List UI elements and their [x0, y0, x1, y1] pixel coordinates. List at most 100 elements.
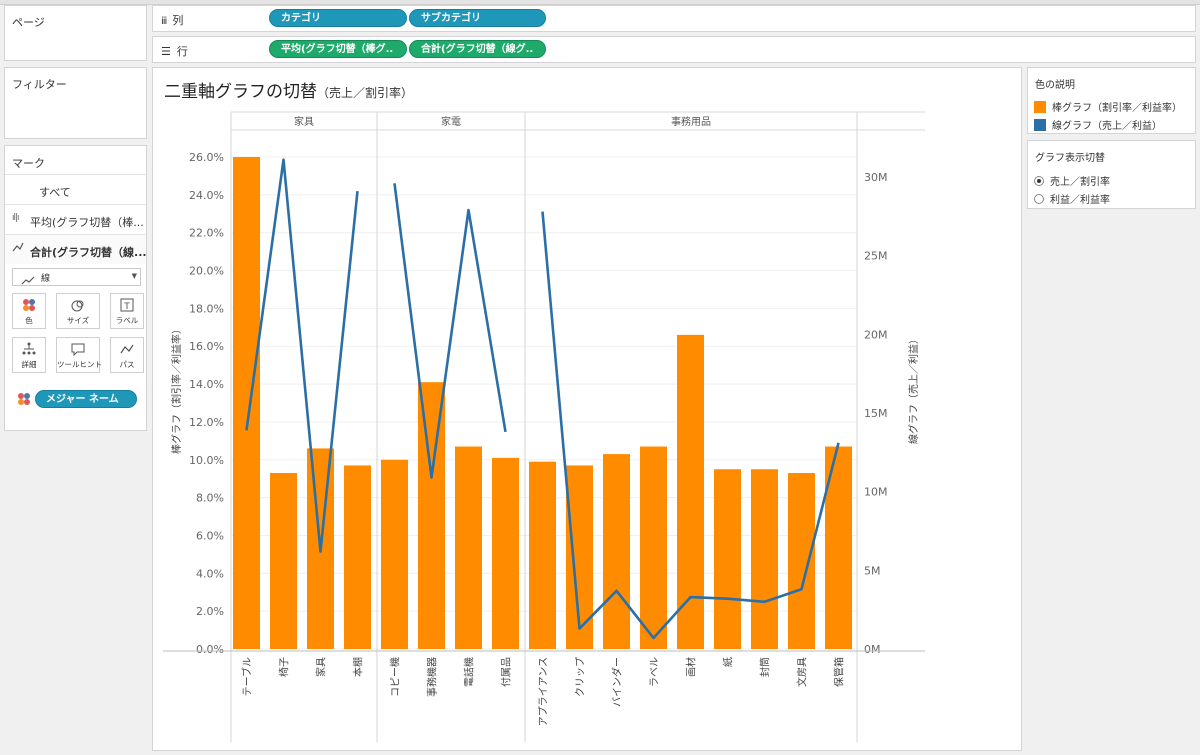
x-tick-label: コピー機: [389, 657, 402, 697]
bar-13: [677, 334, 704, 649]
bar-swatch: [1034, 101, 1046, 113]
x-tick-label: 椅子: [278, 657, 291, 677]
x-tick-label: クリップ: [575, 657, 587, 697]
radio-selected-icon: [1034, 176, 1044, 186]
marks-all-label: すべて: [39, 186, 71, 199]
y2-tick-label: 5M: [864, 564, 881, 577]
radio-sales-discount[interactable]: 売上／割引率: [1034, 173, 1110, 188]
x-tick-label: 付属品: [500, 657, 513, 687]
color-button[interactable]: 色: [12, 293, 46, 329]
text-label-icon: T: [111, 298, 143, 315]
bar-15: [751, 469, 778, 649]
filters-title: フィルター: [12, 78, 67, 91]
x-tick-label: 家具: [315, 657, 328, 677]
marks-title: マーク: [12, 157, 45, 170]
bar-2: [270, 473, 297, 649]
marks-bar-layer-tab[interactable]: ıl|ı 平均(グラフ切替（棒...: [5, 204, 146, 234]
bar-9: [529, 461, 556, 649]
group-header: 家具: [294, 115, 314, 128]
tooltip-bubble-icon: [57, 342, 99, 359]
line-swatch: [1034, 119, 1046, 131]
svg-text:T: T: [123, 302, 130, 312]
x-tick-label: テーブル: [241, 657, 254, 696]
size-circles-icon: [57, 298, 99, 315]
x-tick-label: アプライアンス: [538, 657, 550, 726]
mark-type-dropdown[interactable]: 線 ▼: [12, 268, 141, 286]
marks-bar-layer-label: 平均(グラフ切替（棒...: [30, 216, 144, 229]
y-tick-label: 14.0%: [189, 378, 224, 391]
line-segment-2: [393, 183, 507, 479]
y-tick-label: 6.0%: [196, 529, 224, 542]
y2-tick-label: 25M: [864, 250, 888, 263]
chart-view: 二重軸グラフの切替（売上／割引率） 0.0% 2.0% 4.0% 6.0% 8.0% 10…: [152, 67, 1022, 751]
columns-shelf-label: iii 列: [161, 14, 184, 27]
dual-axis-chart: 二重軸グラフの切替（売上／割引率） 0.0% 2.0% 4.0% 6.0% 8.0% 10…: [163, 82, 925, 742]
y2-tick-label: 15M: [864, 407, 888, 420]
y-tick-label: 0.0%: [196, 643, 224, 656]
legend-item-bar[interactable]: 棒グラフ（割引率／利益率）: [1034, 99, 1182, 114]
y-tick-label: 4.0%: [196, 567, 224, 580]
chart-title: 二重軸グラフの切替（売上／割引率）: [164, 82, 413, 102]
bar-16: [788, 473, 815, 649]
y-tick-label: 12.0%: [189, 416, 224, 429]
y-tick-label: 20.0%: [189, 265, 224, 278]
filters-pane[interactable]: フィルター: [4, 67, 147, 139]
detail-button[interactable]: 詳細: [12, 337, 46, 373]
label-button-label: ラベル: [115, 316, 139, 325]
marks-line-layer-label: 合計(グラフ切替（線...: [30, 246, 147, 259]
line-chart-icon: [12, 241, 24, 256]
chevron-down-icon: ▼: [131, 272, 137, 280]
bar-8: [492, 457, 519, 649]
pages-pane[interactable]: ページ: [4, 5, 147, 61]
y-tick-label: 2.0%: [196, 605, 224, 618]
bar-11: [603, 454, 630, 649]
y2-tick-label: 0M: [864, 643, 881, 656]
mark-type-value: 線: [41, 274, 51, 284]
detail-button-label: 詳細: [21, 360, 37, 369]
bar-1: [233, 157, 260, 649]
switcher-title: グラフ表示切替: [1035, 153, 1105, 164]
row-pill-line-measure[interactable]: 合計(グラフ切替（線グ..: [409, 40, 546, 58]
radio-profit-margin[interactable]: 利益／利益率: [1034, 191, 1110, 206]
tab-strip: [0, 0, 1200, 5]
size-button[interactable]: サイズ: [56, 293, 100, 329]
legend-title: 色の説明: [1035, 80, 1075, 91]
y-tick-label: 10.0%: [189, 454, 224, 467]
x-tick-label: 封筒: [759, 657, 772, 677]
legend-item-line[interactable]: 線グラフ（売上／利益）: [1034, 117, 1162, 132]
path-line-icon: [111, 342, 143, 359]
columns-shelf[interactable]: iii 列 カテゴリ サブカテゴリ: [152, 5, 1196, 32]
color-button-label: 色: [25, 316, 33, 325]
path-button-label: パス: [119, 360, 135, 369]
bar-6: [418, 382, 445, 649]
column-pill-category[interactable]: カテゴリ: [269, 9, 407, 27]
line-series: [245, 158, 840, 640]
y2-tick-label: 20M: [864, 328, 888, 341]
row-pill-bar-measure[interactable]: 平均(グラフ切替（棒グ..: [269, 40, 407, 58]
rows-shelf-label: ☰ 行: [161, 45, 188, 58]
pages-title: ページ: [12, 16, 45, 29]
group-header: 事務用品: [671, 115, 711, 128]
marks-all-tab[interactable]: すべて: [5, 174, 146, 204]
measure-names-pill[interactable]: メジャー ネーム: [35, 390, 137, 408]
y-tick-label: 8.0%: [196, 492, 224, 505]
color-dots-icon: [17, 391, 31, 410]
marks-line-layer-tab[interactable]: 合計(グラフ切替（線...: [5, 234, 147, 264]
rows-shelf[interactable]: ☰ 行 平均(グラフ切替（棒グ.. 合計(グラフ切替（線グ..: [152, 36, 1196, 63]
label-button[interactable]: T ラベル: [110, 293, 144, 329]
y-tick-label: 16.0%: [189, 340, 224, 353]
x-tick-label: 画材: [685, 657, 698, 677]
line-segment-3: [541, 211, 840, 640]
column-pill-subcategory[interactable]: サブカテゴリ: [409, 9, 546, 27]
bar-12: [640, 446, 667, 649]
marks-pane: マーク すべて ıl|ı 平均(グラフ切替（棒... 合計(グラフ切替（線...…: [4, 145, 147, 431]
x-tick-label: 本棚: [352, 657, 365, 677]
y-tick-label: 26.0%: [189, 151, 224, 164]
path-button[interactable]: パス: [110, 337, 144, 373]
columns-icon: iii: [161, 16, 167, 27]
color-legend: 色の説明 棒グラフ（割引率／利益率） 線グラフ（売上／利益）: [1027, 67, 1196, 134]
x-tick-label: バインダー: [611, 657, 624, 707]
bar-chart-icon: ıl|ı: [12, 213, 19, 223]
y-axis-title: 棒グラフ（割引率／利益率）: [170, 324, 183, 454]
tooltip-button[interactable]: ツールヒント: [56, 337, 102, 373]
